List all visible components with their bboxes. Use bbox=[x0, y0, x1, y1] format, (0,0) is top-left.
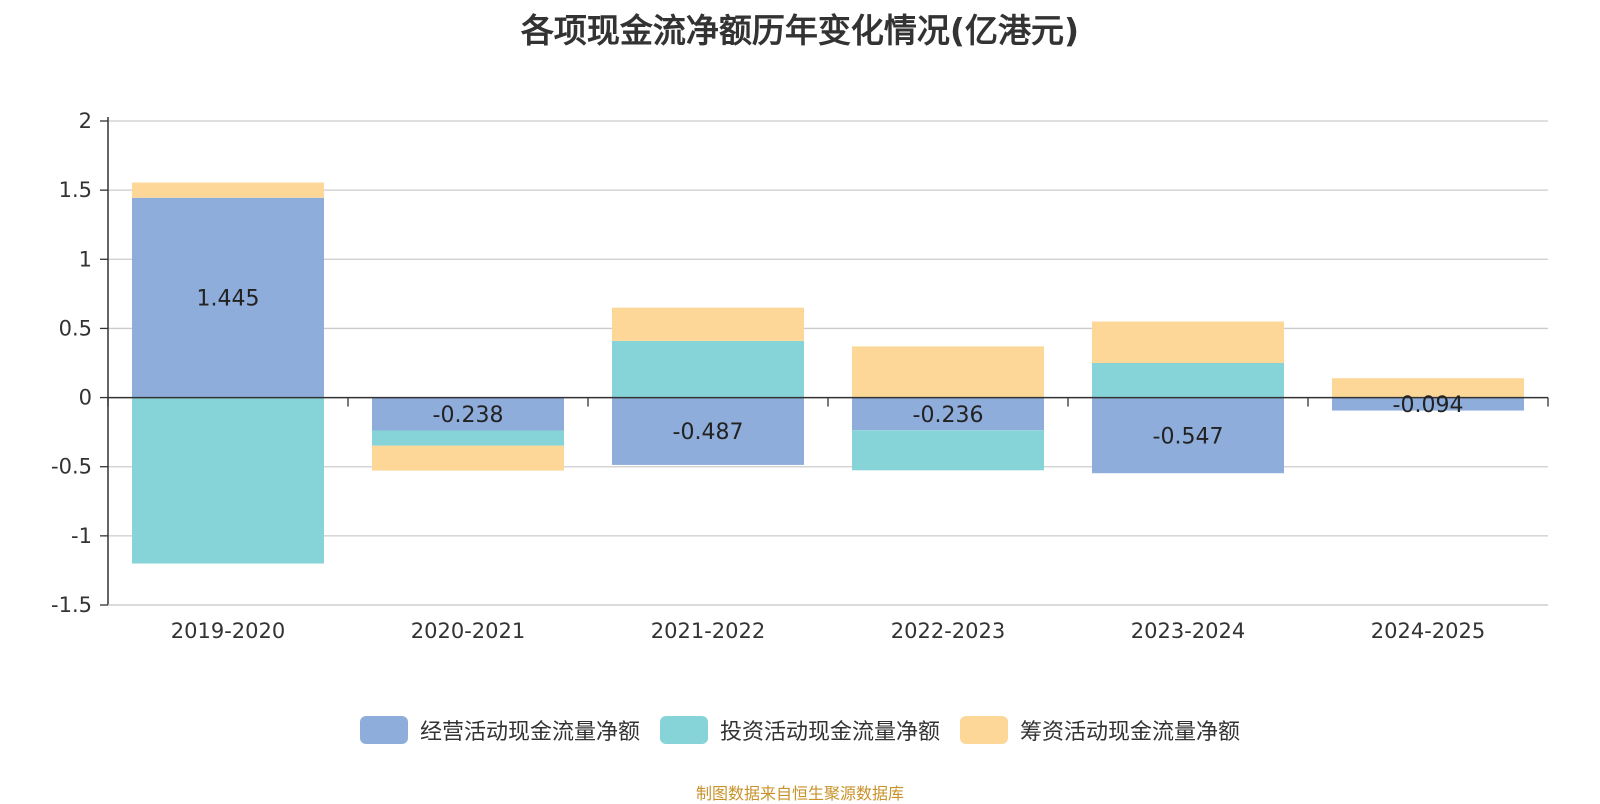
bar-financing bbox=[612, 307, 804, 341]
bar-operating bbox=[1092, 397, 1284, 474]
legend-label-investing: 投资活动现金流量净额 bbox=[719, 720, 940, 745]
bar-investing bbox=[132, 397, 324, 564]
y-tick-label: -1 bbox=[71, 524, 92, 548]
legend-label-operating: 经营活动现金流量净额 bbox=[419, 720, 640, 745]
legend-item-investing[interactable]: 投资活动现金流量净额 bbox=[659, 714, 940, 746]
y-tick-label: 1.5 bbox=[59, 178, 92, 202]
chart-title: 各项现金流净额历年变化情况(亿港元) bbox=[520, 11, 1080, 50]
bar-financing bbox=[372, 445, 564, 471]
legend-item-financing[interactable]: 筹资活动现金流量净额 bbox=[960, 714, 1240, 746]
data-label: -0.236 bbox=[913, 403, 984, 428]
data-label: -0.094 bbox=[1393, 393, 1464, 418]
bar-financing bbox=[1092, 321, 1284, 363]
x-tick-label: 2020-2021 bbox=[411, 619, 525, 643]
y-tick-label: 2 bbox=[79, 109, 92, 133]
bar-investing bbox=[372, 430, 564, 446]
axes: 2 1.5 1 0.5 0 -0.5 -1 -1.5 2019-2020 2020-2021 202… bbox=[51, 109, 1549, 643]
data-label: -0.547 bbox=[1153, 424, 1224, 449]
bar-operating bbox=[852, 397, 1044, 431]
bar-operating bbox=[1332, 397, 1524, 411]
y-tick-label: 0.5 bbox=[59, 316, 92, 340]
data-label: -0.487 bbox=[673, 420, 744, 445]
y-tick-label: 0 bbox=[79, 386, 92, 410]
bar-investing bbox=[852, 430, 1044, 471]
bar-operating bbox=[132, 197, 324, 398]
x-tick-label: 2022-2023 bbox=[891, 619, 1005, 643]
y-tick-label: -1.5 bbox=[51, 593, 92, 617]
y-tick-label: 1 bbox=[79, 247, 92, 271]
legend-item-operating[interactable]: 经营活动现金流量净额 bbox=[359, 714, 640, 746]
data-label: -0.238 bbox=[433, 403, 504, 428]
data-labels: 1.445 -0.238 -0.487 -0.236 -0.547 -0.094 bbox=[197, 287, 1464, 450]
bar-operating bbox=[612, 397, 804, 465]
bar-operating bbox=[372, 397, 564, 431]
x-tick-label: 2021-2022 bbox=[651, 619, 765, 643]
x-tick-label: 2019-2020 bbox=[171, 619, 285, 643]
bar-investing bbox=[612, 340, 804, 398]
legend-swatch-operating bbox=[359, 716, 408, 744]
bar-financing bbox=[132, 182, 324, 198]
bars bbox=[132, 182, 1524, 564]
bar-investing bbox=[1092, 363, 1284, 398]
legend: 经营活动现金流量净额 投资活动现金流量净额 筹资活动现金流量净额 bbox=[0, 714, 1600, 746]
bar-financing bbox=[852, 346, 1044, 398]
source-note: 制图数据来自恒生聚源数据库 bbox=[695, 784, 904, 803]
legend-swatch-investing bbox=[659, 716, 708, 744]
x-tick-label: 2023-2024 bbox=[1131, 619, 1245, 643]
legend-swatch-financing bbox=[960, 716, 1008, 744]
x-tick-label: 2024-2025 bbox=[1371, 619, 1485, 643]
data-label: 1.445 bbox=[197, 287, 260, 312]
y-tick-label: -0.5 bbox=[51, 455, 92, 479]
bar-financing bbox=[1332, 378, 1524, 398]
legend-label-financing: 筹资活动现金流量净额 bbox=[1020, 720, 1241, 745]
